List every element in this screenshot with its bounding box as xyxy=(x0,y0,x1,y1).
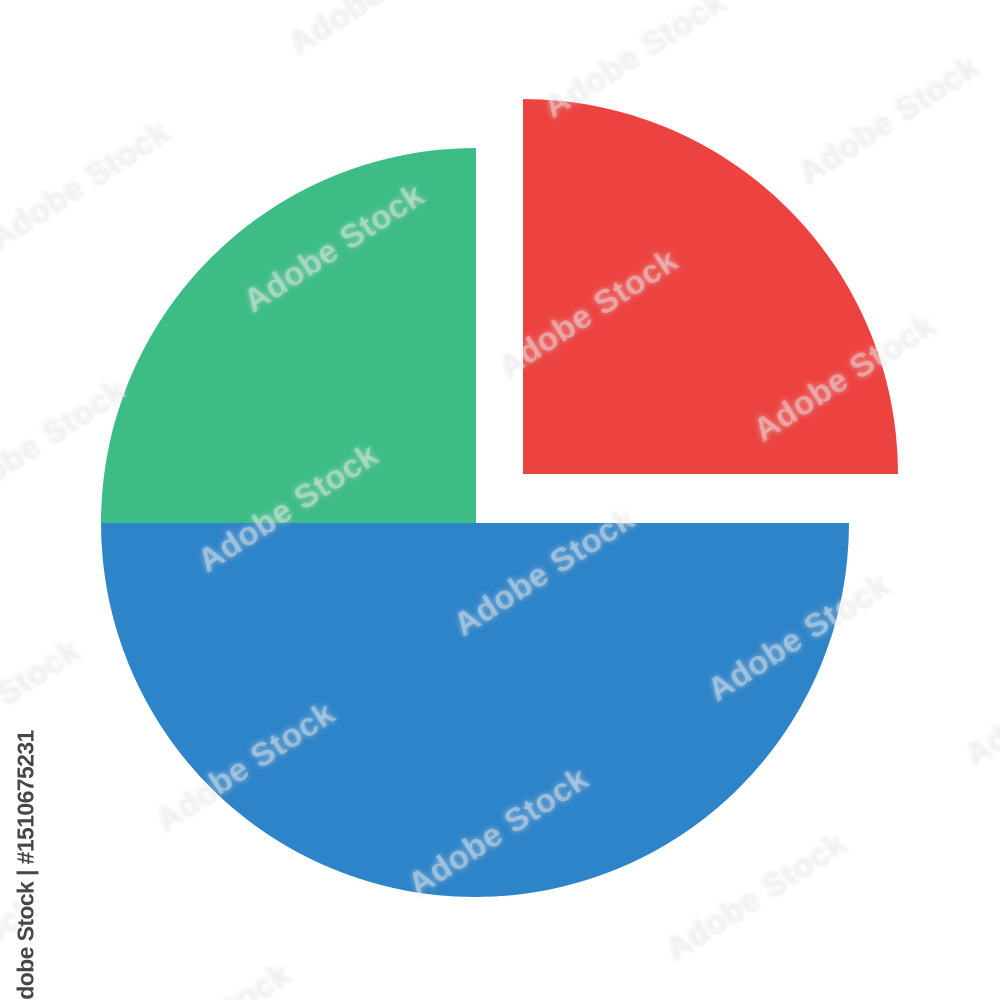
pie-slice-green-quarter xyxy=(101,148,476,523)
pie-slice-red-quarter xyxy=(523,99,898,474)
pie-slice-blue-half xyxy=(101,523,849,897)
stock-credit-label: Adobe Stock | #1510675231 xyxy=(12,730,39,1000)
